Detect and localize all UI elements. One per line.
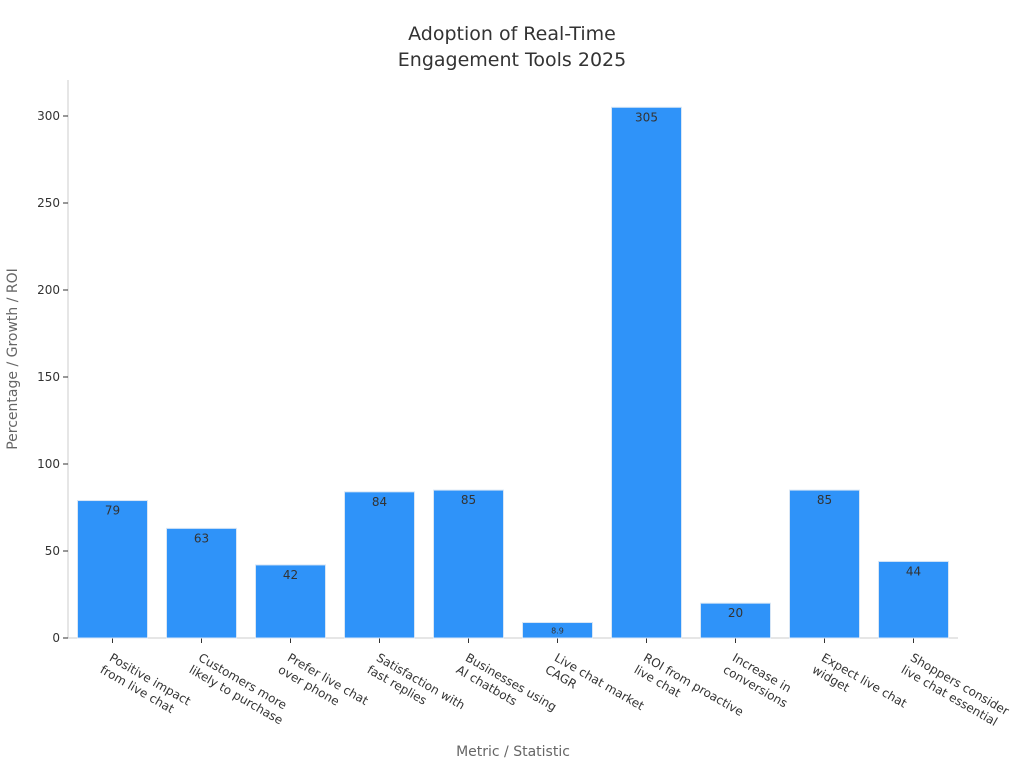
value-label: 79 xyxy=(105,504,120,518)
bar xyxy=(344,491,415,639)
value-label: 42 xyxy=(283,568,298,582)
value-label: 85 xyxy=(461,493,476,507)
value-label: 20 xyxy=(728,606,743,620)
x-tick-label: Live chat marketCAGR xyxy=(543,649,647,726)
y-tick-label: 250 xyxy=(37,196,60,210)
bar xyxy=(166,527,237,639)
value-label: 44 xyxy=(906,564,921,578)
y-tick-label: 200 xyxy=(37,283,60,297)
bar xyxy=(700,602,771,639)
bar xyxy=(522,622,593,639)
value-label: 8.9 xyxy=(551,627,564,636)
y-tick-label: 0 xyxy=(52,631,60,645)
y-tick-label: 300 xyxy=(37,109,60,123)
y-axis-label: Percentage / Growth / ROI xyxy=(5,268,21,450)
bar xyxy=(611,106,682,639)
chart-title: Adoption of Real-Time Engagement Tools 20… xyxy=(398,23,626,71)
x-axis-label: Metric / Statistic xyxy=(456,744,570,760)
x-tick-label: Businesses usingAI chatbots xyxy=(454,649,559,727)
y-tick-label: 100 xyxy=(37,457,60,471)
x-tick-label: Customers morelikely to purchase xyxy=(187,649,293,727)
x-tick-label: Expect live chatwidget xyxy=(810,649,910,723)
value-label: 63 xyxy=(194,531,209,545)
value-label: 305 xyxy=(635,110,658,124)
bar xyxy=(789,489,860,639)
title-line: Engagement Tools 2025 xyxy=(398,49,626,71)
x-tick-label: Shoppers considerlive chat essential xyxy=(899,649,1012,731)
bar xyxy=(433,489,504,639)
value-label: 84 xyxy=(372,495,387,509)
x-tick-label: ROI from proactivelive chat xyxy=(632,649,746,732)
x-tick-label: Positive impactfrom live chat xyxy=(98,649,194,721)
x-tick-label: Satisfaction withfast replies xyxy=(365,649,468,725)
bar xyxy=(77,500,148,639)
title-line: Adoption of Real-Time xyxy=(408,23,616,45)
y-tick-label: 50 xyxy=(45,544,60,558)
y-tick-label: 150 xyxy=(37,370,60,384)
bar xyxy=(878,560,949,639)
value-label: 85 xyxy=(817,493,832,507)
x-tick-label: Prefer live chatover phone xyxy=(276,649,371,721)
bar xyxy=(255,564,326,639)
